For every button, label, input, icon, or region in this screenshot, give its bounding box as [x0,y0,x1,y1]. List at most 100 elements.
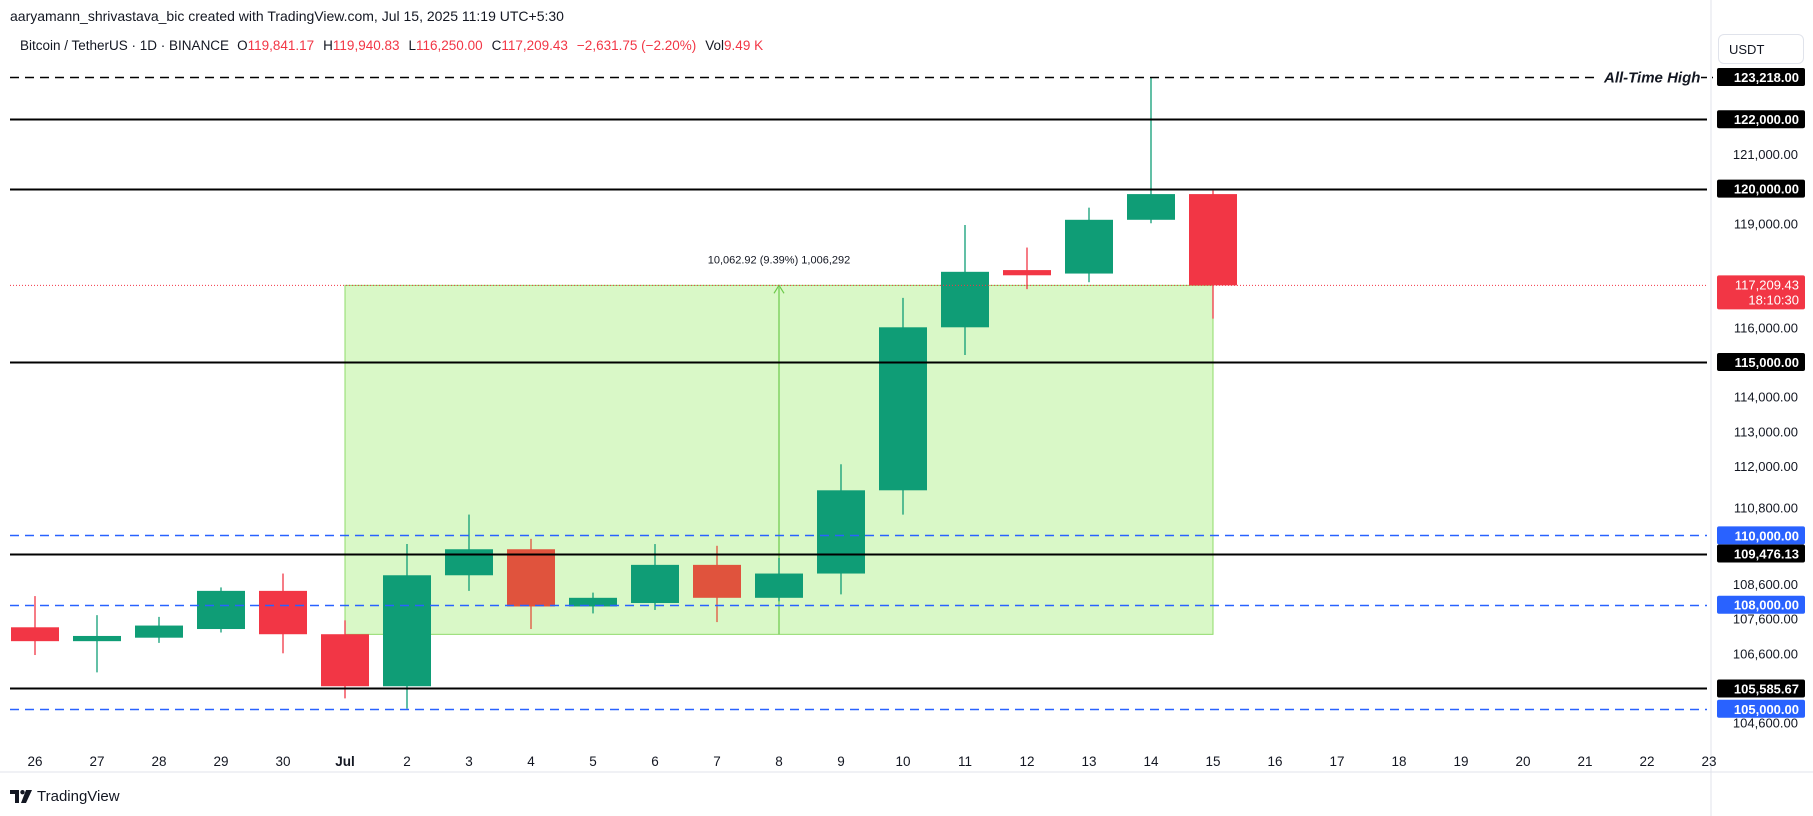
level-badge-label-5: 109,476.13 [1734,547,1799,562]
price-tick-112000: 112,000.00 [1734,459,1798,474]
candle-body-8 [755,573,803,598]
level-badge-7 [1717,679,1805,698]
price-badges-layer: 123,218.00 122,000.00 120,000.00 115,000.00… [1717,67,1805,718]
volume-value: 9.49 K [724,38,764,53]
all-time-high-label: All-Time High [1603,70,1700,87]
candle-body-14 [1127,194,1175,220]
tradingview-logo: TradingView [10,788,120,805]
candle-body-27 [73,635,121,642]
time-tick-22: 22 [1639,754,1654,769]
time-tick-8: 8 [775,754,783,769]
candle-body-29 [197,590,245,630]
candle-body-15 [1189,194,1237,286]
level-badge-label-8: 105,000.00 [1734,702,1799,717]
volume-label: Vol [705,38,725,53]
level-badge-4 [1717,526,1805,545]
open-value: 119,841.17 [247,38,315,53]
candle-body-10 [879,327,927,491]
candle-body-4 [507,549,555,607]
levels-layer: All-Time High [10,70,1713,711]
candle-body-6 [631,564,679,604]
time-tick-23: 23 [1701,754,1716,769]
time-tick-7: 7 [713,754,721,769]
level-badge-0 [1717,67,1805,86]
level-badge-label-4: 110,000.00 [1735,528,1799,543]
level-badge-5 [1717,544,1805,563]
logo-text: TradingView [37,788,120,805]
level-badge-6 [1717,595,1805,614]
level-badge-label-7: 105,585.67 [1734,681,1799,696]
time-tick-9: 9 [837,754,845,769]
currency-button[interactable]: USDT [1718,34,1804,64]
price-tick-114000: 114,000.00 [1734,390,1798,405]
level-badge-3 [1717,352,1805,371]
time-tick-14: 14 [1143,754,1159,769]
price-tick-116000: 116,000.00 [1734,320,1798,335]
time-tick-4: 4 [527,754,535,769]
candle-body-3 [445,549,493,576]
close-value: 117,209.43 [501,38,568,53]
time-axis[interactable]: 26 27 28 29 30 Jul 2 3 4 5 6 7 8 9 10 11 12 13 14 15 16 17 18 1… [0,754,1813,773]
price-tick-108600: 108,600.00 [1733,577,1798,592]
time-tick-30: 30 [275,754,290,769]
symbol-name[interactable]: Bitcoin / TetherUS · 1D · BINANCE [20,38,230,53]
time-tick-19: 19 [1453,754,1468,769]
symbol-legend: Bitcoin / TetherUS · 1D · BINANCE O 119,8… [20,38,772,53]
candle-body-Jul [321,634,369,687]
price-tick-113000: 113,000.00 [1734,424,1798,439]
measure-label: 10,062.92 (9.39%) 1,006,292 [708,254,851,266]
price-tick-106600: 106,600.00 [1733,646,1798,661]
price-tick-107600: 107,600.00 [1733,612,1798,627]
level-badge-1 [1717,110,1805,129]
time-tick-13: 13 [1081,754,1096,769]
candle-body-11 [941,271,989,328]
time-tick-18: 18 [1391,754,1406,769]
candle-body-30 [259,590,307,635]
countdown-label: 18:10:30 [1748,292,1799,307]
time-tick-10: 10 [895,754,910,769]
time-tick-6: 6 [651,754,659,769]
candle-body-12 [1003,270,1051,276]
close-label: C [491,38,502,53]
time-tick-5: 5 [589,754,597,769]
time-tick-20: 20 [1515,754,1530,769]
candle-body-2 [383,575,431,687]
price-tick-121000: 121,000.00 [1733,147,1798,162]
high-label: H [323,38,333,53]
time-tick-2: 2 [403,754,411,769]
high-value: 119,940.83 [332,38,400,53]
time-tick-16: 16 [1267,754,1282,769]
low-value: 116,250.00 [416,38,483,53]
open-label: O [237,38,248,53]
level-badge-8 [1717,699,1805,718]
candles-layer [11,76,1237,709]
last-price-badge [1717,275,1805,310]
price-tick-110800: 110,800.00 [1734,501,1798,516]
time-tick-17: 17 [1329,754,1344,769]
price-axis[interactable]: 121,000.00 119,000.00 116,000.00 114,000.00… [1710,0,1798,816]
candle-body-28 [135,625,183,638]
candle-body-26 [11,627,59,642]
time-tick-12: 12 [1019,754,1034,769]
candle-body-7 [693,564,741,598]
time-tick-15: 15 [1205,754,1220,769]
time-tick-26: 26 [27,754,42,769]
level-badge-label-6: 108,000.00 [1734,598,1799,613]
time-tick-11: 11 [958,754,972,769]
level-badge-label-2: 120,000.00 [1734,182,1799,197]
last-price-label: 117,209.43 [1735,277,1799,292]
time-tick-3: 3 [465,754,473,769]
change-value: −2,631.75 (−2.20%) [576,38,697,53]
time-tick-27: 27 [89,754,104,769]
time-tick-28: 28 [151,754,166,769]
level-badge-label-1: 122,000.00 [1734,112,1799,127]
low-label: L [408,38,417,53]
time-tick-21: 21 [1577,754,1592,769]
time-tick-Jul: Jul [335,754,355,769]
level-badge-label-3: 115,000.00 [1735,355,1799,370]
level-badge-2 [1717,179,1805,198]
candle-body-5 [569,597,617,607]
candle-body-9 [817,490,865,574]
price-tick-119000: 119,000.00 [1734,216,1798,231]
